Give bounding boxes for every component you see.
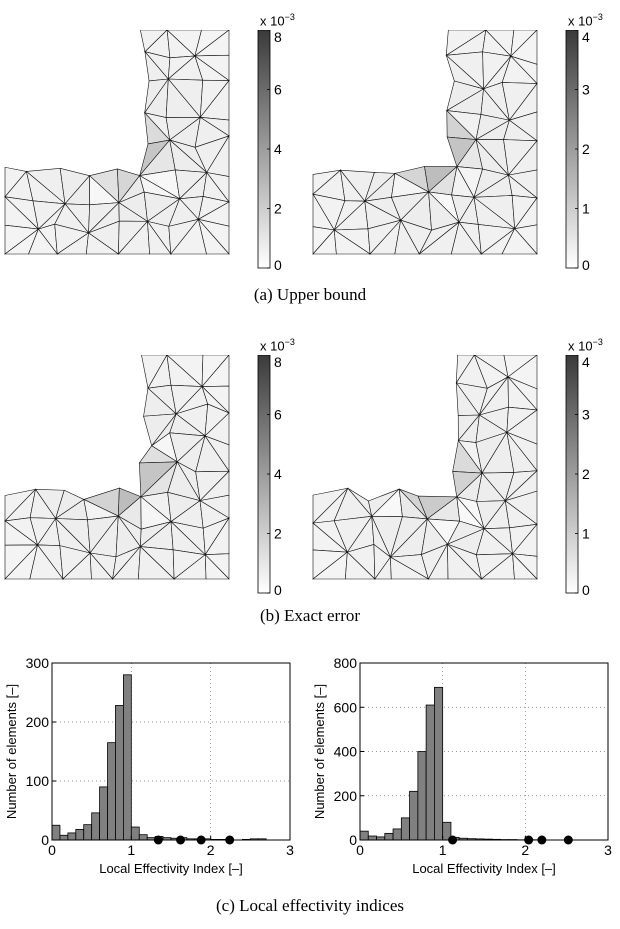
mesh-element bbox=[450, 221, 482, 255]
colorbar-tick-label: 2 bbox=[274, 526, 282, 542]
mesh-element bbox=[333, 229, 372, 255]
histogram-left: 0 1 2 3 0 100 200 300 Local Effectivity Index [–… bbox=[4, 655, 294, 876]
x-tick-label: 3 bbox=[604, 842, 612, 858]
mesh-element bbox=[447, 543, 483, 580]
colorbar-tick-label: 8 bbox=[274, 355, 282, 370]
y-tick-label: 0 bbox=[349, 832, 357, 848]
colorbar-tick-label: 2 bbox=[582, 466, 590, 482]
mesh-panel-a-left: 0 2 4 6 8 bbox=[4, 30, 282, 273]
histogram-bar bbox=[417, 751, 427, 841]
colorbar-tick-label: 6 bbox=[274, 407, 282, 423]
x-tick-label: 2 bbox=[521, 842, 529, 858]
mesh-region bbox=[4, 355, 230, 581]
colorbar-tick-label: 2 bbox=[582, 141, 590, 157]
y-axis-label: Number of elements [–] bbox=[4, 684, 19, 819]
colorbar-exponent-label: x 10−3 bbox=[260, 12, 295, 29]
caption-c: (c) Local effectivity indices bbox=[215, 896, 404, 915]
mesh-panel-b-left: 0 2 4 6 8 bbox=[4, 355, 282, 598]
colorbar-tick-label: 8 bbox=[274, 30, 282, 45]
mesh-element bbox=[198, 219, 230, 255]
y-tick-label: 300 bbox=[26, 655, 50, 671]
colorbar-exponent-label: x 10−3 bbox=[260, 337, 295, 354]
x-tick-label: 1 bbox=[439, 842, 447, 858]
caption-b: (b) Exact error bbox=[259, 606, 361, 625]
mesh-element bbox=[28, 228, 58, 255]
y-tick-label: 0 bbox=[41, 832, 49, 848]
mesh-element bbox=[394, 219, 420, 255]
mesh-element bbox=[345, 551, 376, 580]
histogram-bar bbox=[75, 828, 85, 841]
histogram-bar bbox=[392, 828, 402, 841]
colorbar-tick-label: 4 bbox=[274, 141, 282, 157]
y-tick-label: 600 bbox=[334, 699, 358, 715]
mesh-region bbox=[4, 30, 230, 256]
colorbar-tick-label: 4 bbox=[274, 466, 282, 482]
histogram-bar bbox=[138, 834, 148, 841]
colorbar-tick-label: 0 bbox=[274, 257, 282, 273]
mesh-element bbox=[138, 545, 175, 580]
histogram-bar bbox=[130, 826, 140, 841]
y-tick-label: 100 bbox=[26, 773, 50, 789]
x-tick-label: 0 bbox=[48, 842, 56, 858]
y-axis-label: Number of elements [–] bbox=[312, 684, 327, 819]
histogram-bar bbox=[83, 824, 93, 841]
colorbar-tick-label: 0 bbox=[582, 257, 590, 273]
x-axis-label: Local Effectivity Index [–] bbox=[99, 861, 243, 876]
mesh-element bbox=[29, 544, 64, 580]
histogram-bar bbox=[115, 705, 124, 841]
x-tick-label: 2 bbox=[207, 842, 215, 858]
mesh-element bbox=[204, 553, 230, 580]
colorbar-tick-label: 6 bbox=[274, 82, 282, 98]
histogram-bar bbox=[367, 835, 377, 841]
colorbar-tick-label: 3 bbox=[582, 82, 590, 98]
colorbar-tick-label: 3 bbox=[582, 407, 590, 423]
colorbar-tick-label: 1 bbox=[582, 526, 590, 542]
histogram-bar bbox=[107, 742, 116, 841]
histogram-bar bbox=[99, 786, 108, 841]
caption-a: (a) Upper bound bbox=[253, 285, 367, 304]
colorbar-tick-label: 4 bbox=[582, 30, 590, 45]
colorbar-tick-label: 4 bbox=[582, 355, 590, 370]
histogram-bar bbox=[400, 817, 411, 841]
colorbar-tick-label: 2 bbox=[274, 201, 282, 217]
x-axis-label: Local Effectivity Index [–] bbox=[412, 861, 556, 876]
histogram-right: 0 1 2 3 0 200 400 600 800 Local Effectivity Index… bbox=[312, 655, 612, 876]
colorbar-tick-label: 1 bbox=[582, 201, 590, 217]
x-tick-label: 1 bbox=[127, 842, 135, 858]
mesh-region bbox=[312, 355, 538, 580]
y-tick-label: 400 bbox=[334, 744, 358, 760]
histogram-bar bbox=[425, 704, 435, 841]
x-tick-label: 3 bbox=[286, 842, 294, 858]
y-tick-label: 200 bbox=[26, 714, 50, 730]
colorbar-tick-label: 0 bbox=[274, 582, 282, 598]
y-tick-label: 200 bbox=[334, 788, 358, 804]
colorbar-exponent-label: x 10−3 bbox=[568, 12, 603, 29]
colorbar-tick-label: 0 bbox=[582, 582, 590, 598]
colorbar-exponent-label: x 10−3 bbox=[568, 337, 603, 354]
mesh-element bbox=[147, 220, 172, 255]
mesh-panel-a-right: 0 1 2 3 4 bbox=[312, 30, 590, 273]
mesh-panel-b-right: 0 1 2 3 4 bbox=[312, 355, 590, 598]
histogram-bar bbox=[434, 686, 444, 841]
histogram-bar bbox=[67, 832, 77, 841]
mesh-element bbox=[501, 228, 538, 255]
mesh-element bbox=[89, 552, 114, 580]
histogram-bar bbox=[409, 790, 419, 841]
mesh-element bbox=[390, 556, 430, 580]
mesh-region bbox=[312, 30, 538, 256]
histogram-bar bbox=[91, 812, 100, 841]
y-tick-label: 800 bbox=[334, 655, 358, 671]
mesh-element bbox=[85, 232, 120, 255]
histogram-bar bbox=[51, 824, 61, 841]
histogram-bar bbox=[359, 830, 369, 841]
plot-frame bbox=[51, 662, 291, 841]
histogram-bar bbox=[123, 674, 132, 841]
mesh-element bbox=[512, 552, 538, 580]
x-tick-label: 0 bbox=[356, 842, 364, 858]
histogram-bar bbox=[384, 832, 394, 841]
histogram-bar bbox=[59, 834, 69, 841]
